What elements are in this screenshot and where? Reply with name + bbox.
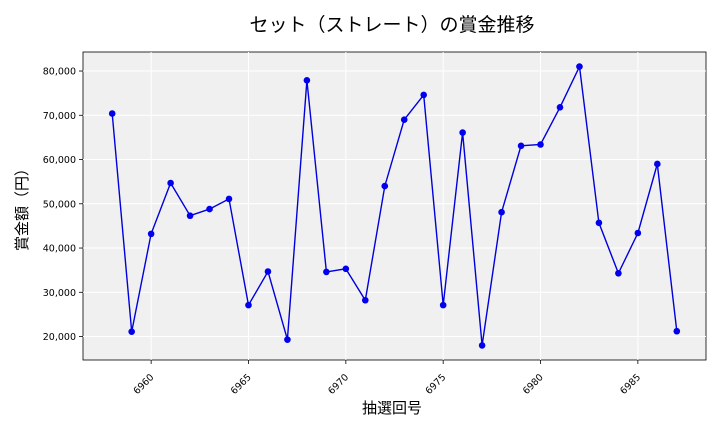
data-point xyxy=(225,195,233,203)
data-point xyxy=(303,77,311,84)
x-tick-label: 6975 xyxy=(424,372,449,397)
data-point xyxy=(167,179,174,187)
data-point xyxy=(439,301,447,309)
data-points xyxy=(108,63,681,349)
data-point xyxy=(108,110,116,117)
y-tick-label: 20,000 xyxy=(43,332,76,343)
data-point xyxy=(615,269,622,277)
data-point xyxy=(323,268,330,276)
data-point xyxy=(654,160,661,168)
data-point xyxy=(361,296,369,304)
data-point xyxy=(517,142,525,150)
y-axis-label: 賞金額（円） xyxy=(13,161,31,251)
data-point xyxy=(342,265,350,273)
data-point xyxy=(186,212,194,220)
x-tick-label: 6980 xyxy=(521,372,546,397)
data-point xyxy=(459,129,466,136)
y-tick-label: 30,000 xyxy=(43,288,76,299)
data-point xyxy=(556,104,564,111)
x-tick-label: 6965 xyxy=(229,372,254,397)
y-tick-label: 60,000 xyxy=(43,155,76,166)
data-point xyxy=(147,230,155,238)
data-point xyxy=(537,141,544,148)
chart-title: セット（ストレート）の賞金推移 xyxy=(249,14,534,36)
plot-area xyxy=(82,51,707,361)
y-tick-label: 50,000 xyxy=(43,199,76,210)
y-tick-label: 70,000 xyxy=(43,111,76,122)
data-point xyxy=(673,327,681,335)
data-point xyxy=(245,301,252,309)
data-point xyxy=(498,208,505,216)
data-point xyxy=(634,229,642,237)
data-point xyxy=(206,205,213,213)
data-point xyxy=(420,91,428,99)
series-line xyxy=(111,64,678,346)
grid xyxy=(83,52,706,360)
data-point xyxy=(264,268,272,275)
data-point xyxy=(128,328,135,335)
data-point xyxy=(284,336,291,343)
y-tick-label: 80,000 xyxy=(43,67,76,78)
data-point xyxy=(381,182,389,190)
data-point xyxy=(595,219,603,227)
x-tick-label: 6970 xyxy=(326,372,351,397)
x-axis-label: 抽選回号 xyxy=(362,399,422,417)
data-point xyxy=(400,116,408,124)
x-tick-label: 6960 xyxy=(132,372,157,397)
y-tick-label: 40,000 xyxy=(43,244,76,255)
x-tick-label: 6985 xyxy=(618,372,643,397)
data-point xyxy=(478,342,486,349)
data-point xyxy=(576,63,583,70)
